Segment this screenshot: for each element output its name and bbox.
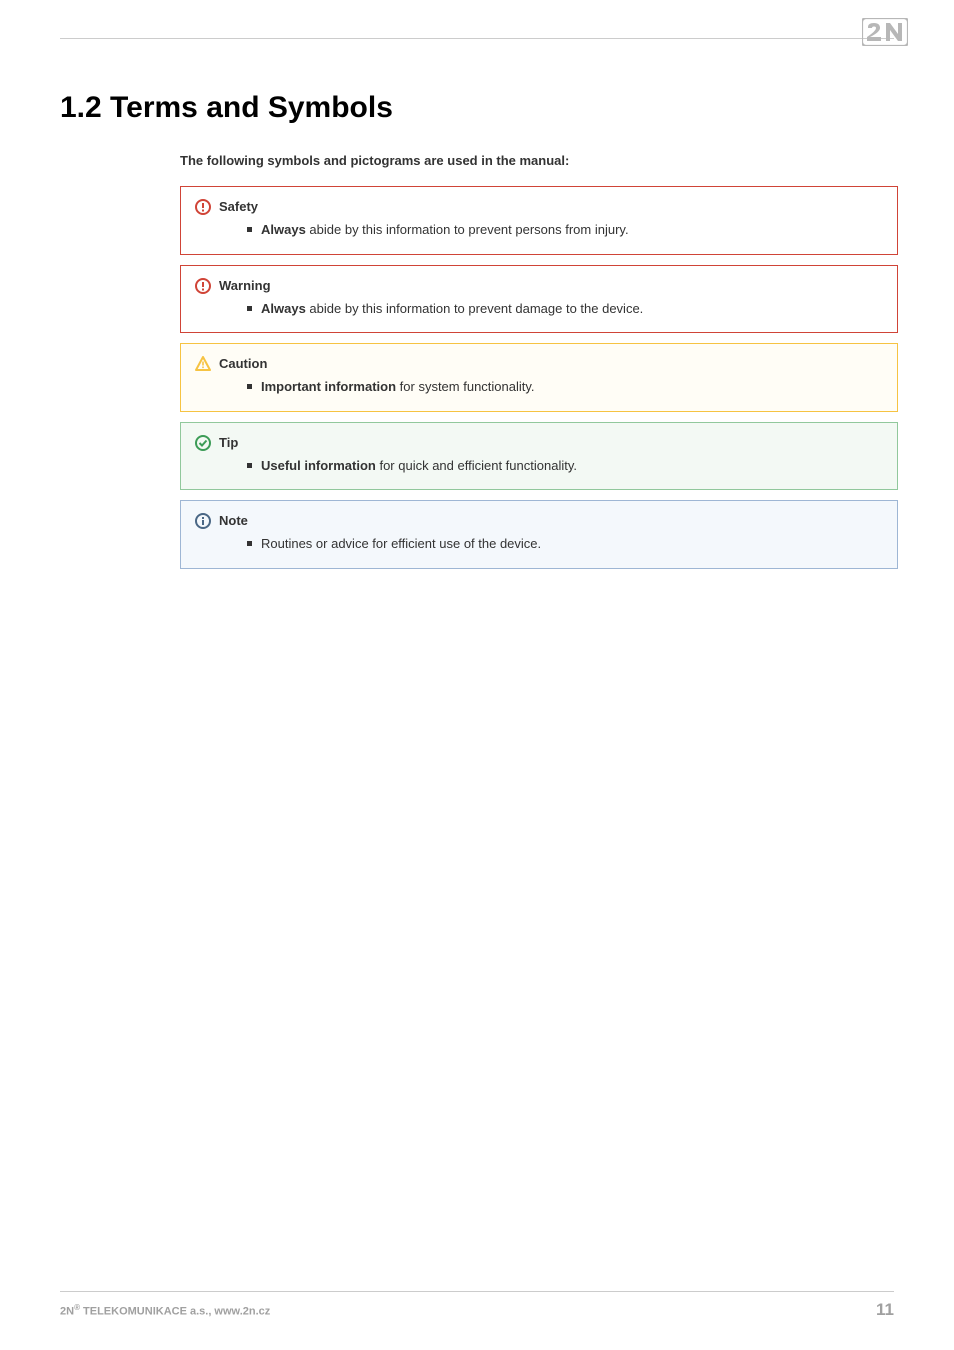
- brand-logo: [862, 18, 908, 51]
- callout-safety-bold: Always: [261, 222, 306, 237]
- exclamation-triangle-icon: [195, 356, 211, 377]
- callout-warning: Warning Always abide by this information…: [180, 265, 898, 334]
- callout-caution: Caution Important information for system…: [180, 343, 898, 412]
- callout-note-item: Routines or advice for efficient use of …: [247, 534, 883, 554]
- callout-note: Note Routines or advice for efficient us…: [180, 500, 898, 569]
- callout-warning-item: Always abide by this information to prev…: [247, 299, 883, 319]
- callout-safety-rest: abide by this information to prevent per…: [306, 222, 629, 237]
- callout-warning-bold: Always: [261, 301, 306, 316]
- callout-note-rest: Routines or advice for efficient use of …: [261, 536, 541, 551]
- callout-warning-rest: abide by this information to prevent dam…: [306, 301, 643, 316]
- callout-caution-rest: for system functionality.: [396, 379, 534, 394]
- info-circle-icon: [195, 513, 211, 534]
- footer-company-prefix: 2N: [60, 1306, 74, 1318]
- callout-tip: Tip Useful information for quick and eff…: [180, 422, 898, 491]
- callout-safety-title: Safety: [219, 199, 883, 214]
- callout-tip-title: Tip: [219, 435, 883, 450]
- footer-rule: [60, 1291, 894, 1292]
- callout-caution-title: Caution: [219, 356, 883, 371]
- footer-company: 2N® TELEKOMUNIKACE a.s., www.2n.cz: [60, 1303, 270, 1318]
- callout-tip-rest: for quick and efficient functionality.: [376, 458, 577, 473]
- callout-safety-item: Always abide by this information to prev…: [247, 220, 883, 240]
- callout-caution-bold: Important information: [261, 379, 396, 394]
- page-heading: 1.2 Terms and Symbols: [60, 91, 894, 125]
- callout-caution-item: Important information for system functio…: [247, 377, 883, 397]
- exclamation-danger-icon: [195, 278, 211, 299]
- content-area: The following symbols and pictograms are…: [180, 153, 898, 569]
- callout-warning-title: Warning: [219, 278, 883, 293]
- callout-tip-bold: Useful information: [261, 458, 376, 473]
- header-rule: [60, 38, 894, 39]
- callout-safety: Safety Always abide by this information …: [180, 186, 898, 255]
- footer-page-number: 11: [876, 1300, 894, 1320]
- intro-text: The following symbols and pictograms are…: [180, 153, 898, 168]
- check-circle-icon: [195, 435, 211, 456]
- callout-tip-item: Useful information for quick and efficie…: [247, 456, 883, 476]
- page-footer: 2N® TELEKOMUNIKACE a.s., www.2n.cz 11: [60, 1291, 894, 1320]
- callout-note-title: Note: [219, 513, 883, 528]
- exclamation-danger-icon: [195, 199, 211, 220]
- footer-company-rest: TELEKOMUNIKACE a.s., www.2n.cz: [80, 1306, 270, 1318]
